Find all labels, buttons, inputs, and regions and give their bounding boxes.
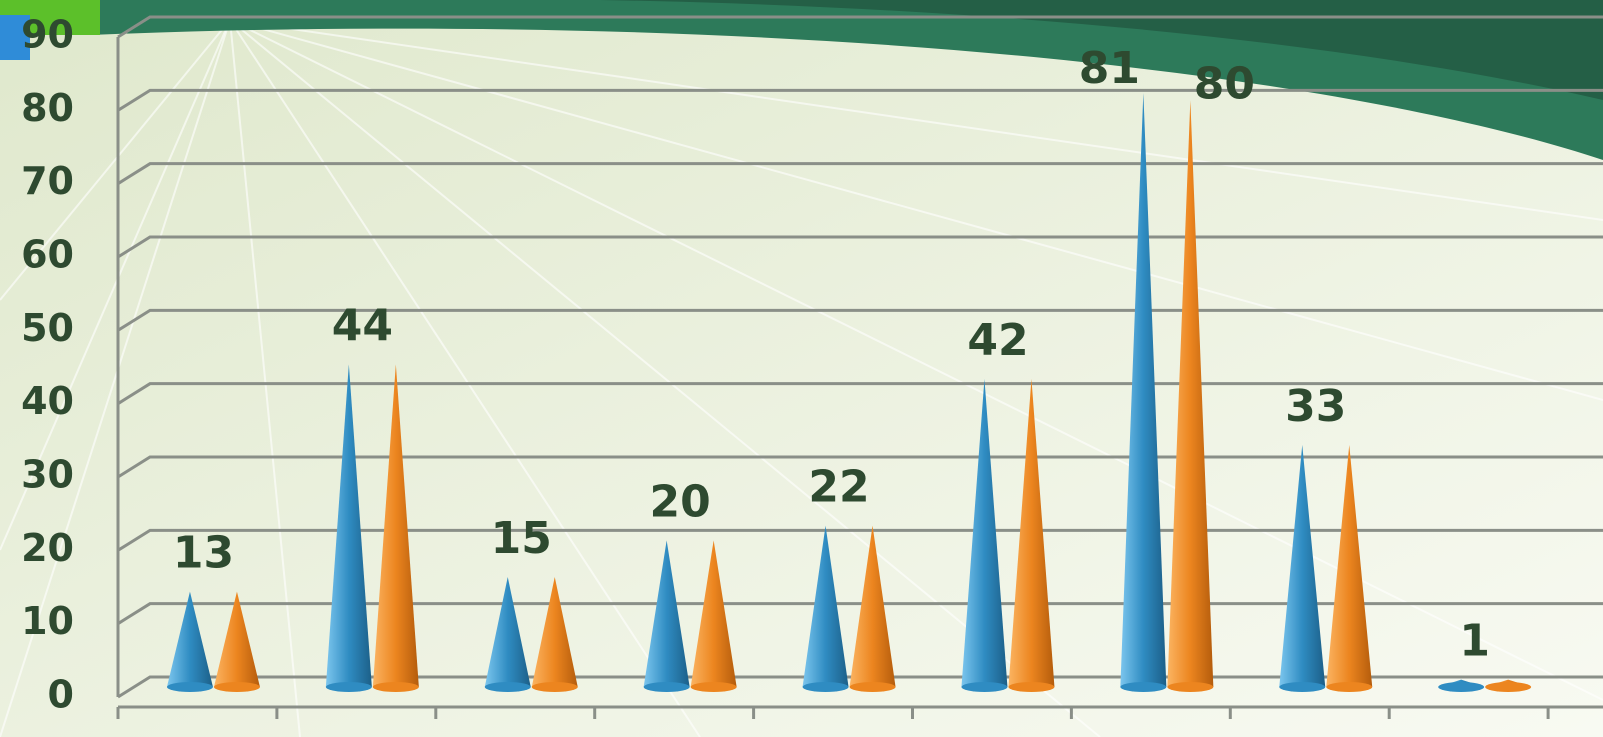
decor-block [0, 15, 30, 60]
grid-line [117, 602, 1603, 625]
cone [1008, 379, 1055, 692]
grid-line [117, 162, 1603, 185]
cone-body [213, 591, 260, 687]
grid-line [117, 675, 1603, 699]
cone-body [1167, 100, 1214, 688]
cone [166, 591, 213, 692]
cone-base [643, 682, 690, 692]
y-tick-label: 40 [21, 379, 74, 423]
cone-base [849, 682, 896, 692]
cone-base [802, 682, 849, 692]
cone [484, 577, 531, 692]
cone [1438, 679, 1485, 692]
cone-body [531, 577, 578, 687]
cone-base [1008, 682, 1055, 692]
decor-swoosh [90, 0, 1603, 160]
value-label: 44 [332, 300, 393, 351]
cone [325, 364, 372, 692]
cone [213, 591, 260, 692]
cone-body [690, 540, 737, 687]
cone-base [1485, 682, 1532, 692]
grid-line [117, 308, 1603, 332]
value-label: 22 [808, 462, 869, 513]
cone [1167, 100, 1214, 692]
y-tick-label: 20 [21, 526, 74, 570]
cone-body [849, 525, 896, 687]
cone-body [484, 577, 531, 687]
cone [1326, 445, 1373, 692]
y-tick-label: 50 [21, 306, 74, 350]
cone-base [166, 682, 213, 692]
y-tick-label: 60 [21, 233, 74, 277]
cone [531, 577, 578, 692]
cone-body [1120, 93, 1167, 687]
y-tick-label: 10 [21, 599, 74, 643]
grid-line [117, 528, 1603, 552]
value-label: 20 [650, 476, 711, 527]
grid-line [117, 15, 1603, 39]
cone-base [325, 682, 372, 692]
cone [802, 525, 849, 692]
cone-base [531, 682, 578, 692]
y-tick-label: 0 [48, 673, 74, 717]
cone-base [1438, 682, 1485, 692]
value-label: 81 [1079, 43, 1140, 94]
cone-base [1279, 682, 1326, 692]
cone [961, 379, 1008, 692]
y-tick-label: 30 [21, 453, 74, 497]
value-label: 33 [1285, 381, 1346, 432]
cone-base [1326, 682, 1373, 692]
y-tick-label: 80 [21, 86, 74, 130]
value-label: 1 [1459, 616, 1490, 667]
cone [1120, 93, 1167, 692]
cone-body [643, 540, 690, 687]
cone-body [372, 364, 419, 687]
cone-base [690, 682, 737, 692]
decor-swoosh-dark [600, 0, 1603, 100]
cone-body [1008, 379, 1055, 687]
cone-body [1326, 445, 1373, 687]
cone [1279, 445, 1326, 692]
grid-line [117, 88, 1603, 112]
cone [849, 525, 896, 692]
cone-base [1120, 682, 1167, 692]
cone [372, 364, 419, 692]
y-tick-label: 70 [21, 159, 74, 203]
grid-line [117, 382, 1603, 405]
cone-base [961, 682, 1008, 692]
cone-base [213, 682, 260, 692]
cone-body [325, 364, 372, 687]
value-label: 80 [1194, 58, 1255, 109]
cone-base [372, 682, 419, 692]
grid-line [117, 455, 1603, 479]
plot: 0 10 20 30 40 50 60 70 80 90 13 44 15 20 22 42 81 80 33 1 [21, 13, 1603, 719]
cone-body [166, 591, 213, 687]
cone [690, 540, 737, 692]
y-tick-label: 90 [21, 13, 74, 57]
cone-base [484, 682, 531, 692]
value-label: 15 [491, 513, 552, 564]
decor-rays [0, 19, 1603, 737]
cone [1485, 679, 1532, 692]
cone-body [1279, 445, 1326, 687]
grid-line [117, 235, 1603, 259]
cone [643, 540, 690, 692]
cone-base [1167, 682, 1214, 692]
value-label: 13 [173, 528, 234, 579]
cone-body [802, 525, 849, 687]
cone-body [961, 379, 1008, 687]
value-label: 42 [967, 315, 1028, 366]
